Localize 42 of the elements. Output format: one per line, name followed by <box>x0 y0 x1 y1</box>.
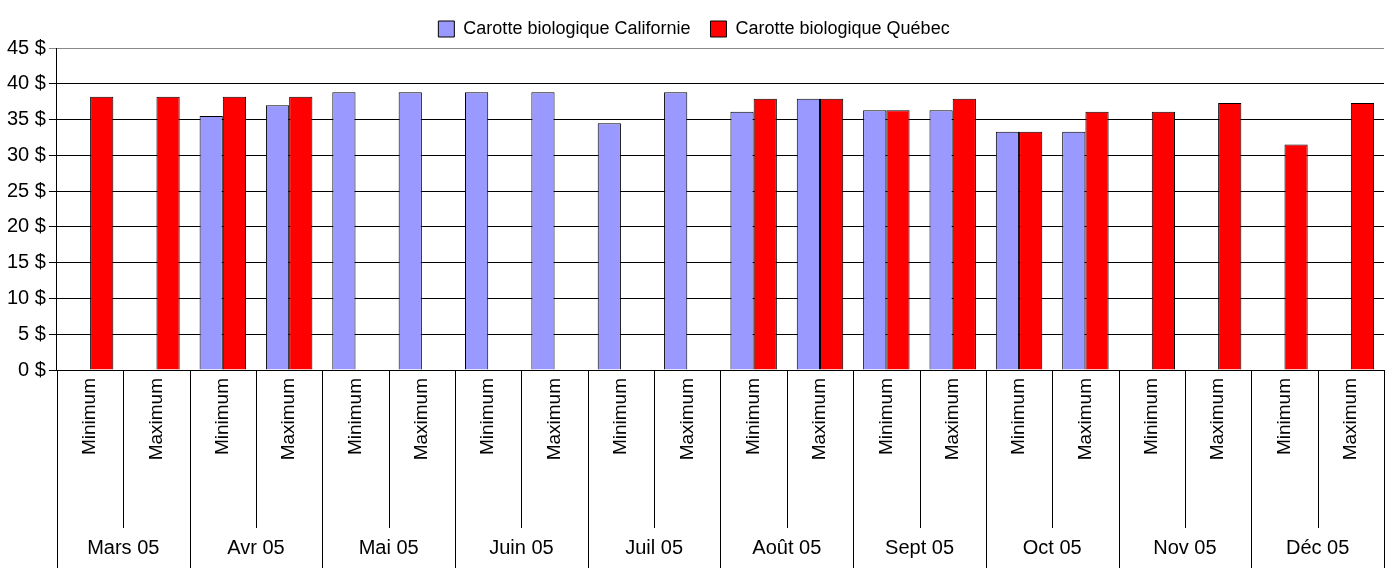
legend-label: Carotte biologique Québec <box>735 17 950 38</box>
x-tick-label: Maximum <box>808 378 830 461</box>
x-tick-label: Minimum <box>343 378 365 456</box>
text: Mars 05 <box>87 535 160 558</box>
x-tick-label: Maximum <box>410 378 432 461</box>
y-tick-label: 20 $ <box>6 214 46 237</box>
legend-label: Carotte biologique Californie <box>463 17 691 38</box>
x-tick-label: Maximum <box>1206 378 1228 461</box>
text: Juil 05 <box>625 535 684 558</box>
y-tick-label: 0 $ <box>18 357 46 380</box>
x-tick-label: Minimum <box>211 378 233 456</box>
text: Juin 05 <box>489 535 554 558</box>
x-tick-label: Minimum <box>874 378 896 456</box>
y-tick-label: 15 $ <box>6 250 46 273</box>
y-tick-label: 30 $ <box>6 142 46 165</box>
y-tick-label: 40 $ <box>6 71 46 94</box>
x-tick-label: Minimum <box>78 378 100 456</box>
x-tick-label: Minimum <box>1140 378 1161 456</box>
x-tick-label: Minimum <box>476 378 498 456</box>
text: Avr 05 <box>227 535 285 558</box>
text: Nov 05 <box>1153 535 1217 558</box>
y-tick-label: 25 $ <box>6 178 46 201</box>
x-tick-label: Minimum <box>1272 378 1294 456</box>
y-tick-label: 35 $ <box>6 107 46 130</box>
y-tick-label: 10 $ <box>6 285 46 308</box>
text: Août 05 <box>752 535 822 558</box>
text: Déc 05 <box>1285 535 1350 558</box>
x-tick-label: Maximum <box>144 378 166 461</box>
text: Oct 05 <box>1022 535 1082 558</box>
x-tick-label: Minimum <box>609 378 631 456</box>
x-tick-label: Minimum <box>741 378 763 456</box>
x-tick-label: Minimum <box>1007 378 1029 456</box>
x-tick-label: Maximum <box>675 378 697 461</box>
y-tick-label: 45 $ <box>6 35 46 58</box>
text: Mai 05 <box>358 535 419 558</box>
text: Sept 05 <box>885 535 954 558</box>
x-tick-label: Maximum <box>940 378 962 461</box>
x-tick-label: Maximum <box>1339 378 1361 461</box>
x-tick-label: Maximum <box>277 378 299 461</box>
y-tick-label: 5 $ <box>18 321 46 344</box>
x-tick-label: Maximum <box>1073 378 1095 461</box>
x-tick-label: Maximum <box>542 378 564 461</box>
